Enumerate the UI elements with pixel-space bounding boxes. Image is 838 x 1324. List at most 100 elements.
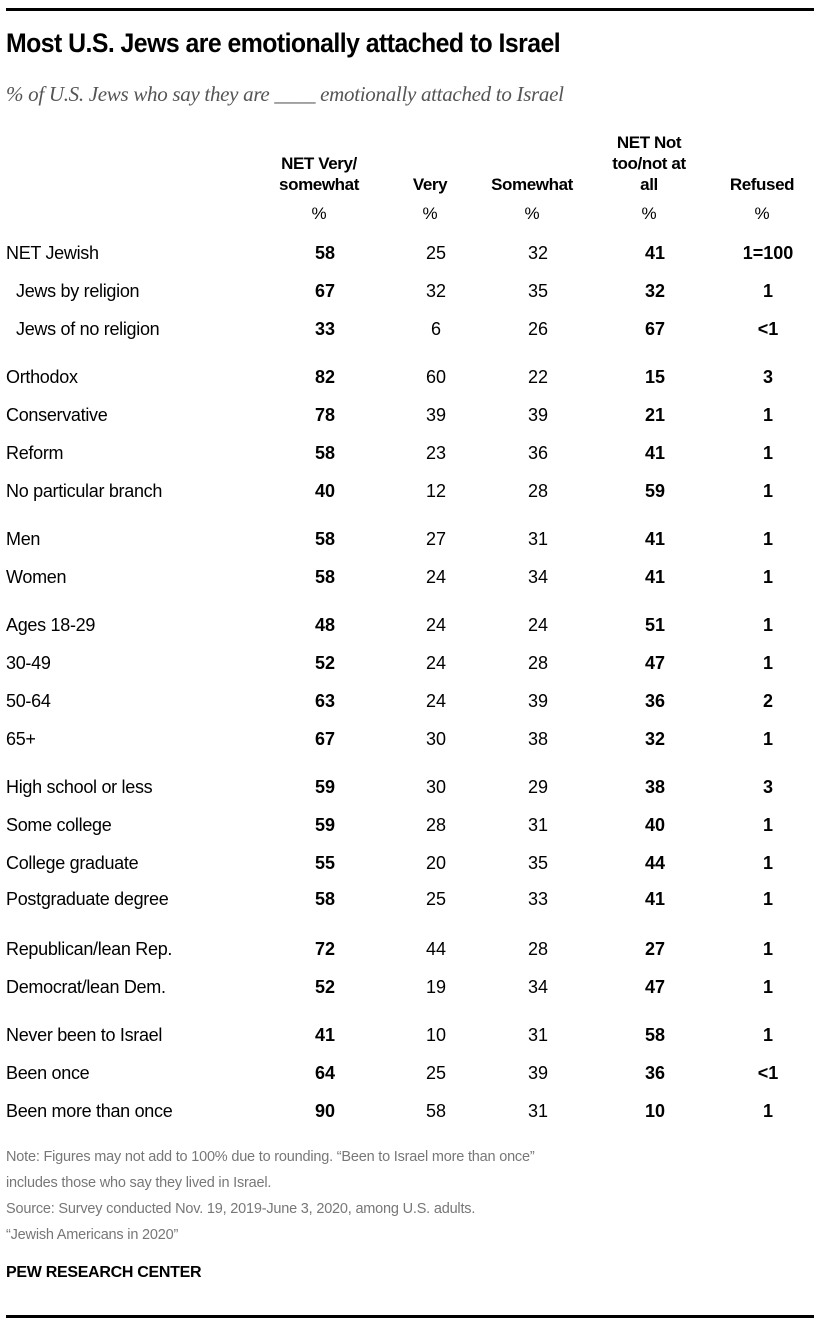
table-cell: 40 — [314, 481, 336, 501]
table-cell: 58 — [314, 889, 336, 909]
table-cell: 1 — [762, 405, 773, 425]
table-row: Men 58 27 31 41 1 — [6, 529, 816, 567]
table-cell: 55 — [314, 853, 336, 873]
table-cell: 34 — [527, 567, 549, 587]
table-cell: 24 — [425, 615, 447, 635]
table-cell: 41 — [644, 889, 666, 909]
row-label: 50-64 — [6, 691, 51, 711]
table-row: Never been to Israel 41 10 31 58 1 — [6, 1025, 816, 1063]
table-cell: 41 — [314, 1025, 336, 1045]
table-row: Orthodox 82 60 22 15 3 — [6, 367, 816, 405]
table-row: NET Jewish 58 25 32 41 1=100 — [6, 243, 816, 281]
table-cell: 39 — [527, 691, 549, 711]
table-cell: 44 — [425, 939, 447, 959]
row-label: College graduate — [6, 853, 139, 873]
row-label: Reform — [6, 443, 64, 463]
table-cell: 44 — [644, 853, 666, 873]
table-cell: 41 — [644, 567, 666, 587]
table-cell: 21 — [644, 405, 666, 425]
table-cell: 31 — [527, 1025, 549, 1045]
table-cell: 32 — [644, 281, 666, 301]
row-label: Been more than once — [6, 1101, 173, 1121]
table-row: Ages 18-29 48 24 24 51 1 — [6, 615, 816, 653]
table-row: Conservative 78 39 39 21 1 — [6, 405, 816, 443]
table-cell: 26 — [527, 319, 549, 339]
table-cell: 67 — [644, 319, 666, 339]
chart-title: Most U.S. Jews are emotionally attached … — [6, 28, 561, 58]
table-cell: 32 — [527, 243, 549, 263]
table-cell: 23 — [425, 443, 447, 463]
table-cell: 47 — [644, 653, 666, 673]
table-row: Some college 59 28 31 40 1 — [6, 815, 816, 853]
row-label: 30-49 — [6, 653, 51, 673]
unit-label: % — [422, 204, 438, 223]
table-cell: <1 — [757, 1063, 779, 1083]
table-cell: 6 — [430, 319, 441, 339]
row-label: Ages 18-29 — [6, 615, 96, 635]
table-cell: 3 — [762, 367, 773, 387]
table-row: 65+ 67 30 38 32 1 — [6, 729, 816, 767]
table-cell: 25 — [425, 1063, 447, 1083]
row-label: Men — [6, 529, 41, 549]
table-cell: 1 — [762, 1025, 773, 1045]
table-cell: 59 — [314, 815, 336, 835]
table-cell: 24 — [425, 691, 447, 711]
table-row: 30-49 52 24 28 47 1 — [6, 653, 816, 691]
row-label: NET Jewish — [6, 243, 99, 263]
table-row: No particular branch 40 12 28 59 1 — [6, 481, 816, 519]
table-row: Jews of no religion 33 6 26 67 <1 — [6, 319, 816, 357]
table-cell: 31 — [527, 815, 549, 835]
table-cell: 32 — [644, 729, 666, 749]
col-header-net-very-somewhat: NET Very/ somewhat — [279, 154, 359, 194]
table-cell: 34 — [527, 977, 549, 997]
table-cell: 28 — [425, 815, 447, 835]
top-rule — [6, 8, 814, 11]
table-cell: 1 — [762, 481, 773, 501]
row-label: Conservative — [6, 405, 108, 425]
table-cell: 33 — [314, 319, 336, 339]
table-cell: 2 — [762, 691, 773, 711]
table-cell: 52 — [314, 653, 336, 673]
notes: Note: Figures may not add to 100% due to… — [6, 1144, 535, 1248]
table-row: Democrat/lean Dem. 52 19 34 47 1 — [6, 977, 816, 1015]
unit-label: % — [311, 204, 327, 223]
table-cell: 38 — [644, 777, 666, 797]
table-cell: 64 — [314, 1063, 336, 1083]
row-label: High school or less — [6, 777, 153, 797]
table-cell: 27 — [644, 939, 666, 959]
note-line: includes those who say they lived in Isr… — [6, 1175, 272, 1191]
table-cell: 1 — [762, 815, 773, 835]
table-cell: 41 — [644, 529, 666, 549]
table-cell: 59 — [314, 777, 336, 797]
table-cell: 59 — [644, 481, 666, 501]
table-cell: <1 — [757, 319, 779, 339]
table-cell: 39 — [527, 405, 549, 425]
table-row: Reform 58 23 36 41 1 — [6, 443, 816, 481]
row-label: Jews by religion — [16, 281, 140, 301]
source-line: “Jewish Americans in 2020” — [6, 1227, 179, 1243]
table-cell: 1=100 — [742, 243, 794, 263]
table-cell: 36 — [527, 443, 549, 463]
table-cell: 1 — [762, 281, 773, 301]
unit-label: % — [641, 204, 657, 223]
table-cell: 15 — [644, 367, 666, 387]
row-label: Orthodox — [6, 367, 78, 387]
table-cell: 24 — [425, 653, 447, 673]
table-cell: 31 — [527, 529, 549, 549]
table-cell: 30 — [425, 777, 447, 797]
table-cell: 41 — [644, 243, 666, 263]
row-label: Republican/lean Rep. — [6, 939, 173, 959]
table-cell: 33 — [527, 889, 549, 909]
row-label: Postgraduate degree — [6, 889, 169, 909]
col-header-somewhat: Somewhat — [491, 175, 573, 194]
table-row: 50-64 63 24 39 36 2 — [6, 691, 816, 729]
row-label: Been once — [6, 1063, 90, 1083]
table-cell: 35 — [527, 281, 549, 301]
source-line: Source: Survey conducted Nov. 19, 2019-J… — [6, 1201, 476, 1217]
table-cell: 35 — [527, 853, 549, 873]
table-cell: 28 — [527, 653, 549, 673]
table-cell: 25 — [425, 243, 447, 263]
table-cell: 19 — [425, 977, 447, 997]
chart-subtitle: % of U.S. Jews who say they are ____ emo… — [6, 82, 564, 106]
table-cell: 60 — [425, 367, 447, 387]
